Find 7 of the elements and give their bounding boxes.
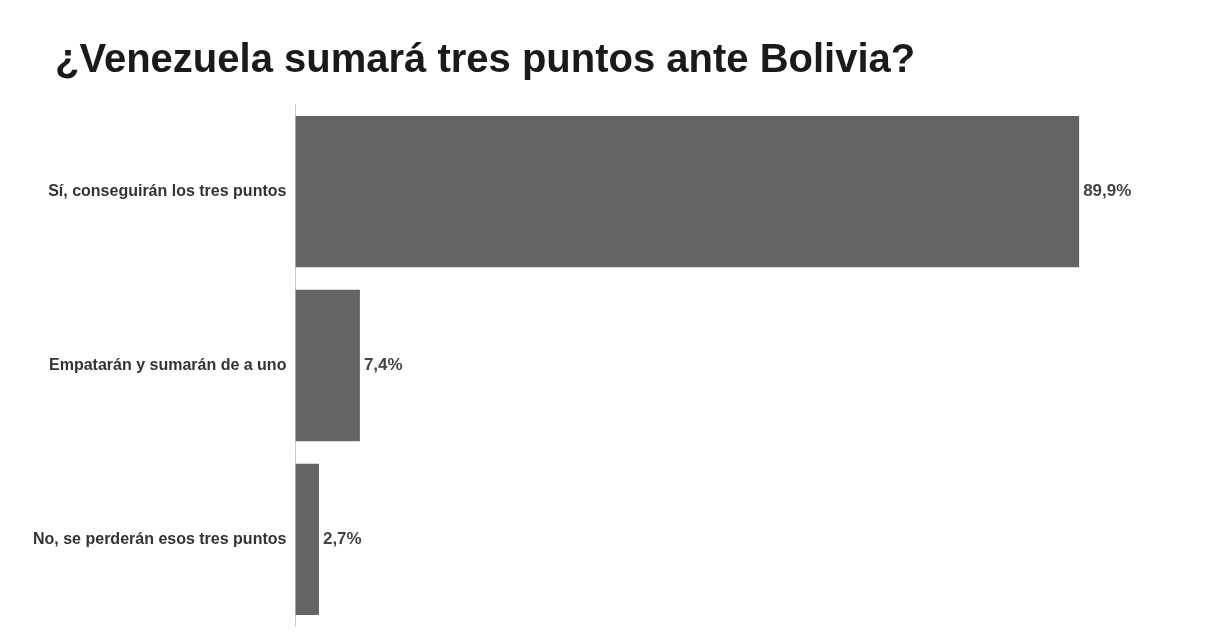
data-label: 7,4% — [363, 355, 403, 375]
y-tick-label: Sí, conseguirán los tres puntos — [48, 181, 287, 199]
chart-title: ¿Venezuela sumará tres puntos ante Bolivia? — [55, 36, 916, 81]
data-label: 2,7% — [322, 529, 362, 549]
data-label: 89,9% — [1083, 181, 1132, 201]
y-tick-label: No, se perderán esos tres puntos — [33, 529, 287, 547]
y-tick-label: Empatarán y sumarán de a uno — [49, 355, 287, 373]
